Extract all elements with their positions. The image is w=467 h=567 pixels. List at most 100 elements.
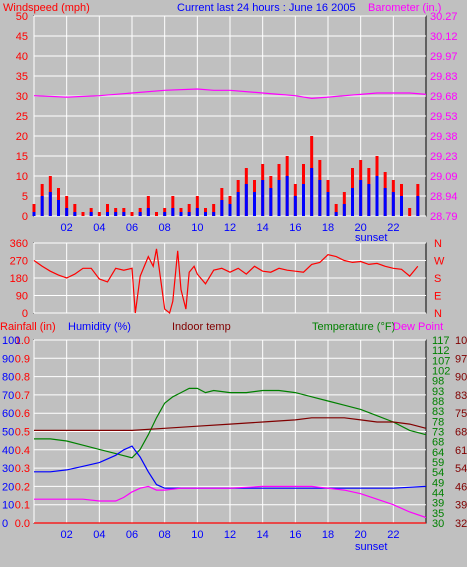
x-tick-label: 16 <box>289 222 301 234</box>
temperature-line <box>34 387 427 459</box>
y-tick-label: 90 <box>16 291 28 303</box>
y-tick-label: 29.53 <box>430 111 458 123</box>
y-tick-label: 29.23 <box>430 151 458 163</box>
x-tick-label: 04 <box>93 529 105 541</box>
y-tick-label: 0 <box>2 518 8 530</box>
y-tick-label: 61 <box>455 445 467 457</box>
y-tick-label: 29.68 <box>430 91 458 103</box>
temperature-label: Temperature (°F) <box>312 321 395 333</box>
y-tick-label: 0.1 <box>15 500 30 512</box>
x-tick-label: 14 <box>257 222 269 234</box>
y-tick-label: 29.97 <box>430 51 458 63</box>
y-tick-label: 49 <box>432 477 444 489</box>
y-tick-label: 0 <box>22 211 28 223</box>
y-tick-label: 0.9 <box>15 353 30 365</box>
rainfall-label: Rainfall (in) <box>0 321 56 333</box>
y-tick-label: 0.2 <box>15 481 30 493</box>
x-tick-label: 06 <box>126 222 138 234</box>
y-tick-label: 20 <box>2 481 14 493</box>
x-tick-label: 02 <box>61 222 73 234</box>
y-tick-label: 30 <box>16 91 28 103</box>
y-tick-label: 5 <box>22 191 28 203</box>
y-tick-label: 46 <box>455 481 467 493</box>
chart-title: Current last 24 hours : June 16 2005 <box>177 2 356 14</box>
y-tick-label: 180 <box>10 273 28 285</box>
x-tick-label: 16 <box>289 529 301 541</box>
x-tick-label: 14 <box>257 529 269 541</box>
y-tick-label: 0.7 <box>15 390 30 402</box>
y-tick-label: 80 <box>2 372 14 384</box>
y-tick-label: 0.3 <box>15 463 30 475</box>
sunset-label-top: sunset <box>355 232 387 244</box>
y-tick-label: 270 <box>10 256 28 268</box>
y-tick-label: 73 <box>432 427 444 439</box>
y-tick-label: 90 <box>455 372 467 384</box>
y-tick-label: 64 <box>432 447 444 459</box>
y-tick-label: 40 <box>2 445 14 457</box>
y-tick-label: 30.12 <box>430 31 458 43</box>
y-tick-label: 0.4 <box>15 445 30 457</box>
y-tick-label: 0.0 <box>15 518 30 530</box>
y-tick-label: S <box>434 273 441 285</box>
x-tick-label: 08 <box>159 529 171 541</box>
y-tick-label: 70 <box>2 390 14 402</box>
humidity-label: Humidity (%) <box>68 321 131 333</box>
y-tick-label: 60 <box>2 408 14 420</box>
y-tick-label: 39 <box>455 500 467 512</box>
indoor-temp-label: Indoor temp <box>172 321 231 333</box>
y-tick-label: 54 <box>432 467 444 479</box>
y-tick-label: 68 <box>455 427 467 439</box>
y-tick-label: 59 <box>432 457 444 469</box>
y-tick-label: 100 <box>2 335 20 347</box>
y-tick-label: 97 <box>455 353 467 365</box>
y-tick-label: 39 <box>432 498 444 510</box>
y-tick-label: 0.6 <box>15 408 30 420</box>
y-tick-label: W <box>434 256 445 268</box>
barometer-line <box>33 88 427 100</box>
y-tick-label: 30 <box>432 518 444 530</box>
y-tick-label: 28.79 <box>430 211 458 223</box>
wind-direction-line <box>33 248 419 315</box>
y-tick-label: 0 <box>22 308 28 320</box>
y-tick-label: 32 <box>455 518 467 530</box>
x-tick-label: 12 <box>224 222 236 234</box>
sunset-label-bottom: sunset <box>355 541 387 553</box>
y-tick-label: 30 <box>2 463 14 475</box>
y-tick-label: 90 <box>2 353 14 365</box>
dewpoint-line <box>34 485 427 519</box>
x-tick-label: 04 <box>93 222 105 234</box>
y-tick-label: 50 <box>2 427 14 439</box>
x-tick-label: 10 <box>191 222 203 234</box>
x-tick-label: 20 <box>355 222 367 234</box>
x-tick-label: 22 <box>387 529 399 541</box>
y-tick-label: N <box>434 238 442 250</box>
y-tick-label: 20 <box>16 131 28 143</box>
y-tick-label: 35 <box>432 508 444 520</box>
y-tick-label: 44 <box>432 488 444 500</box>
y-tick-label: 83 <box>455 390 467 402</box>
x-tick-label: 02 <box>61 529 73 541</box>
y-tick-label: 112 <box>432 345 450 357</box>
x-tick-label: 06 <box>126 529 138 541</box>
y-tick-label: 75 <box>455 408 467 420</box>
y-tick-label: 30.27 <box>430 11 458 23</box>
x-tick-label: 10 <box>191 529 203 541</box>
y-tick-label: 54 <box>455 463 467 475</box>
x-tick-label: 18 <box>322 222 334 234</box>
tick-labels: 0510152025303540455028.7928.9429.0929.23… <box>2 11 467 541</box>
y-tick-label: 98 <box>432 376 444 388</box>
dewpoint-label: Dew Point <box>393 321 443 333</box>
y-tick-label: 29.09 <box>430 171 458 183</box>
y-tick-label: 1.0 <box>15 335 30 347</box>
x-tick-label: 18 <box>322 529 334 541</box>
y-tick-label: 102 <box>432 366 450 378</box>
y-tick-label: 28.94 <box>430 191 458 203</box>
y-tick-label: 83 <box>432 406 444 418</box>
indoor-temp-line <box>34 417 427 431</box>
y-tick-label: 360 <box>10 238 28 250</box>
y-tick-label: 45 <box>16 31 28 43</box>
y-tick-label: 68 <box>432 437 444 449</box>
y-tick-label: 0.8 <box>15 372 30 384</box>
y-tick-label: 78 <box>432 416 444 428</box>
